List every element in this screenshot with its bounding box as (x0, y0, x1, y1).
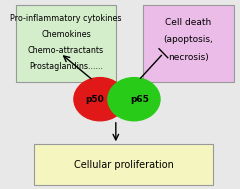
FancyBboxPatch shape (143, 5, 234, 82)
Text: necrosis): necrosis) (168, 53, 209, 62)
Text: (apoptosis,: (apoptosis, (163, 35, 213, 44)
Text: Chemo-attractants: Chemo-attractants (28, 46, 104, 55)
Text: Pro-inflammatory cytokines: Pro-inflammatory cytokines (10, 14, 122, 23)
Text: Prostaglandins......: Prostaglandins...... (29, 62, 103, 71)
Text: p50: p50 (85, 95, 104, 104)
Text: Chemokines: Chemokines (41, 30, 91, 39)
FancyBboxPatch shape (34, 144, 213, 185)
Circle shape (74, 78, 126, 121)
FancyBboxPatch shape (16, 5, 116, 82)
Text: Cellular proliferation: Cellular proliferation (74, 160, 174, 170)
Text: p65: p65 (130, 95, 149, 104)
Text: Cell death: Cell death (165, 18, 211, 27)
Circle shape (108, 78, 160, 121)
